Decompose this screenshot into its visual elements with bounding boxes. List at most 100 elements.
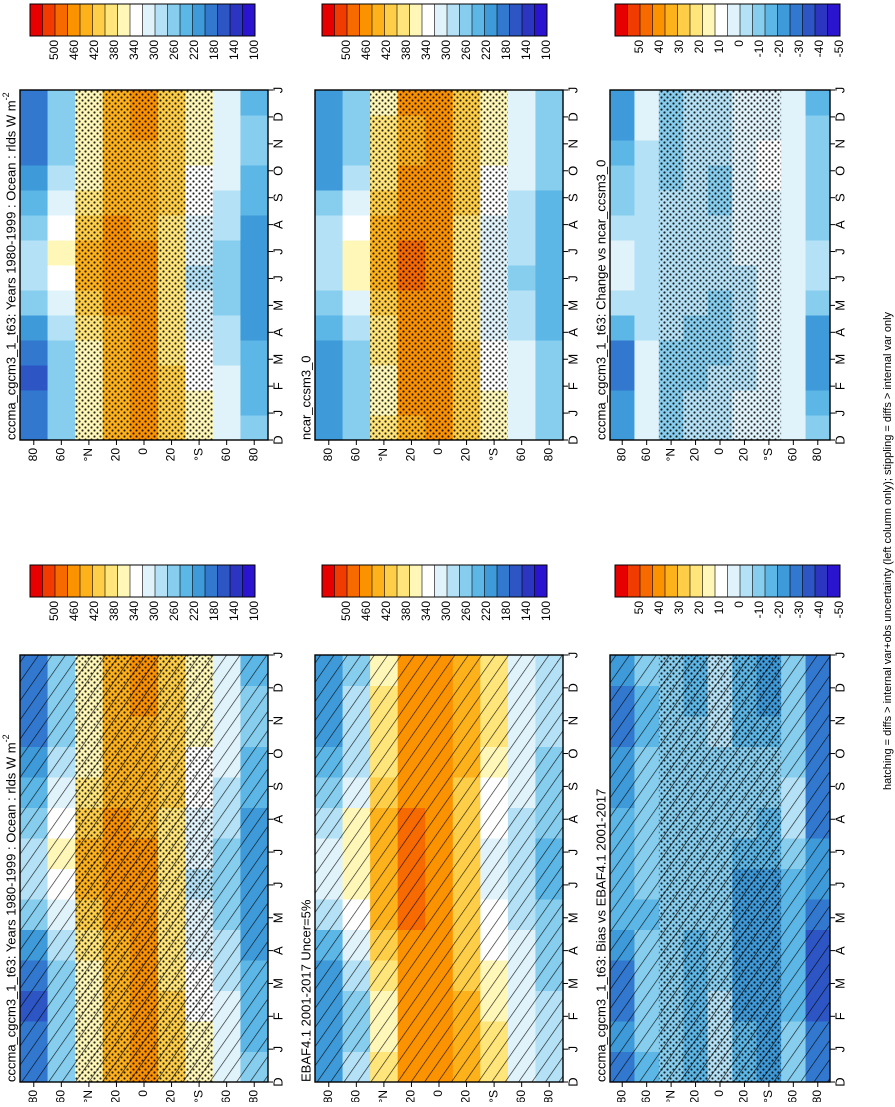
colorbar-swatch [640,4,653,36]
colorbar-swatch [522,565,535,597]
colorbar-swatch [627,4,641,36]
colorbar-swatch [615,4,628,36]
colorbar-label: 420 [87,601,101,621]
heatmap-cell [47,190,76,216]
heatmap-cell [507,190,536,216]
month-label: D [832,435,847,444]
colorbar-swatch [67,4,81,36]
lat-label: 0 [712,1090,726,1097]
month-label: D [565,435,580,444]
month-label: N [832,716,847,725]
colorbar-swatch [409,4,423,36]
month-label: F [565,1012,580,1020]
month-label: M [832,300,847,311]
colorbar-swatch [727,565,741,597]
colorbar-label: 380 [399,40,413,60]
heatmap-cell [315,315,344,341]
colorbar-swatch [359,4,373,36]
lat-label: °S [486,448,500,461]
colorbar-swatch [690,4,703,36]
lat-label: °N [81,1090,95,1102]
heatmap-cell [315,415,344,441]
colorbars-layer: 500 460 420 380 340 300 260 220 180 140 100 500 460 4… [29,3,846,621]
colorbar-swatch [167,4,181,36]
heatmap-cell [610,390,635,416]
month-label: J [565,652,580,659]
colorbar-label: 340 [127,40,141,60]
heatmap-cell [240,165,269,191]
colorbar-swatch [752,4,766,36]
stipple-overlay [658,90,782,440]
lat-label: °N [663,1090,677,1102]
colorbar-swatch [397,4,410,36]
month-label: F [270,382,285,390]
lat-label: 60 [786,1090,800,1102]
colorbar-swatch [105,4,118,36]
heatmap-cell [342,340,371,366]
footer-note: hatching = diffs > internal var+obs unce… [882,311,894,790]
heatmap-cell [507,140,536,166]
heatmap-cell [342,240,371,266]
colorbar-swatch [727,4,741,36]
heatmap-cell [781,390,807,416]
panel-title: EBAF4.1 2001-2017 Uncer=5% [298,899,313,1082]
heatmap-cell [805,215,831,241]
heatmap-cell [47,240,76,266]
heatmap-cell [315,215,344,241]
heatmap-cell [20,290,49,316]
colorbar-label: 140 [227,40,241,60]
colorbar-swatch [230,4,243,36]
colorbar-label: 500 [47,40,61,60]
lat-label: 60 [639,448,653,462]
heatmap-cell [805,240,831,266]
heatmap-cell [240,190,269,216]
month-label: A [832,328,847,337]
lat-label: °S [761,1090,775,1102]
month-label: J [565,275,580,282]
heatmap-cell [507,240,536,266]
month-label: M [832,912,847,923]
heatmap-cell [47,365,76,391]
heatmap-cell [634,415,660,441]
heatmap-cell [634,240,660,266]
colorbar-swatch [42,4,56,36]
month-label: F [832,1012,847,1020]
colorbar-label: 20 [692,40,706,54]
lat-label: 80 [541,1090,555,1102]
colorbar-swatch [640,565,653,597]
month-label: S [565,193,580,202]
heatmap-cell [47,165,76,191]
colorbar-label: 460 [359,40,373,60]
heatmap-cell [781,265,807,291]
heatmap-cell [342,390,371,416]
colorbar-label: 300 [147,40,161,60]
colorbar-label: 380 [399,601,413,621]
heatmap-cell [212,290,241,316]
heatmap-cell [342,290,371,316]
heatmap-cell [47,90,76,116]
heatmap-cell [634,140,660,166]
panel-title-sup: -2 [1,92,11,100]
colorbar-swatch [67,565,81,597]
colorbar-swatch [715,4,728,36]
month-label: J [270,410,285,417]
colorbar-swatch [447,565,460,597]
lat-label: °N [663,448,677,461]
colorbar-swatch [777,565,791,597]
heatmap-cell [781,165,807,191]
lat-label: 0 [431,1090,445,1097]
colorbar-swatch [180,4,193,36]
lat-label: 20 [737,448,751,462]
colorbar-swatch [217,565,231,597]
heatmap-cell [805,115,831,141]
lat-label: 80 [246,448,260,462]
heatmap-cell [315,265,344,291]
heatmap-cell [781,365,807,391]
heatmap-cell [315,290,344,316]
heatmap-cell [535,315,564,341]
month-label: S [270,193,285,202]
colorbar-swatch [142,4,156,36]
lat-label: 20 [459,1090,473,1102]
month-label: D [565,1077,580,1086]
heatmap-cell [610,340,635,366]
